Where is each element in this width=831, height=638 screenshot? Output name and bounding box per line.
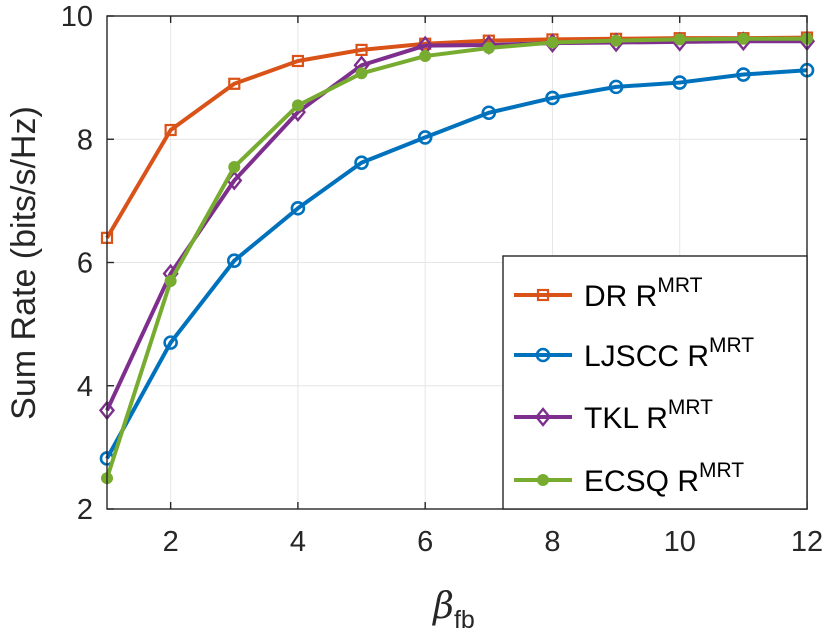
legend-marker [534,407,552,427]
axis-ticks: 2 4 6 8 10 12 2 4 6 8 10 [61,1,823,558]
data-point [355,43,368,56]
series-line [105,39,807,412]
legend-entry: ECSQ RMRT [514,459,744,498]
legend-entry: TKL RMRT [514,396,713,435]
legend-label-name: LJSCC R [584,340,709,373]
data-point [355,67,368,80]
x-tick-label: 4 [290,526,306,558]
legend-label-name: TKL R [584,402,668,435]
series-line [105,68,808,460]
data-point [164,274,177,287]
y-tick-label: 2 [77,494,93,526]
y-axis-label: Sum Rate (bits/s/Hz) [5,106,43,420]
legend-marker [535,347,551,363]
data-point [354,155,369,170]
data-point [481,105,497,121]
legend-marker [537,474,549,486]
legend-label: ECSQ RMRT [584,459,744,498]
data-point [290,200,306,216]
data-point [226,253,242,268]
legend-label-name: DR R [584,280,657,313]
series-line [105,36,807,479]
data-point [610,34,623,47]
x-tick-label: 8 [544,526,560,558]
x-tick-label: 12 [791,526,823,558]
data-point [672,75,688,90]
data-point [419,50,432,63]
legend-entry: LJSCC RMRT [514,334,754,373]
plot-series [98,31,816,485]
data-point [608,79,624,95]
data-point [163,335,178,350]
data-point [291,99,304,112]
data-point [164,123,177,137]
legend-label-sup: MRT [699,459,744,482]
legend-label: LJSCC RMRT [584,334,754,373]
x-tick-label: 6 [417,526,433,558]
legend-entry: DR RMRT [514,274,703,313]
legend-box [502,255,808,510]
y-tick-label: 10 [61,1,93,33]
data-point [736,67,751,82]
data-point [228,77,241,90]
legend-label: DR RMRT [584,274,703,313]
legend-label-name: ECSQ R [584,465,699,498]
x-axis-label: βfb [431,586,475,634]
data-point [228,160,241,173]
y-axis-label-group: Sum Rate (bits/s/Hz) [5,106,43,420]
legend-label-sup: MRT [657,274,702,297]
y-tick-label: 4 [77,371,93,403]
data-point [291,54,305,68]
data-point [545,90,560,106]
x-axis-label-symbol: β [431,586,454,627]
legend-label-sup: MRT [709,334,754,357]
data-point [737,32,750,45]
legend-marker [536,288,550,302]
x-tick-label: 2 [163,526,179,558]
x-tick-label: 10 [664,526,696,558]
data-point [673,33,686,46]
y-tick-label: 8 [77,124,93,156]
legend-label: TKL RMRT [584,396,713,435]
data-point [482,42,495,55]
data-point [546,36,559,49]
data-point [417,130,433,145]
x-axis-label-subscript: fb [454,606,475,634]
y-tick-label: 6 [77,248,93,280]
legend-label-sup: MRT [668,396,713,419]
